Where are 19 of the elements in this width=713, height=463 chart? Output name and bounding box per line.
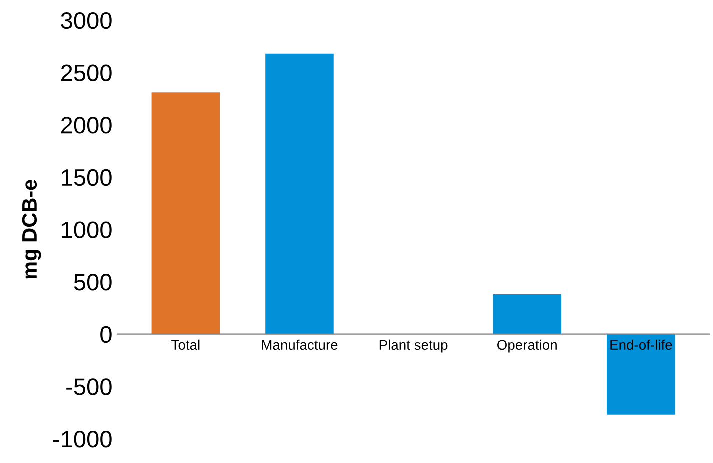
y-tick-label: 1500 xyxy=(62,169,112,186)
y-tick-label: 500 xyxy=(74,274,112,291)
x-tick-label: Manufacture xyxy=(262,340,338,350)
bar xyxy=(266,54,334,334)
y-axis-title: mg DCB-e xyxy=(22,180,42,279)
x-tick-label: Total xyxy=(172,340,200,350)
y-tick-label: 1000 xyxy=(62,222,112,238)
x-tick-label: Plant setup xyxy=(380,340,448,353)
y-tick-label: 0 xyxy=(100,326,112,344)
bar xyxy=(152,92,220,334)
x-tick-label: Operation xyxy=(498,340,557,353)
bar xyxy=(493,294,562,334)
y-tick-label: -1000 xyxy=(53,430,112,448)
x-tick-label: End-of-life xyxy=(610,340,672,350)
y-tick-label: 3000 xyxy=(61,12,112,30)
bar xyxy=(607,334,676,415)
y-tick-label: -500 xyxy=(66,378,112,396)
y-tick-label: 2000 xyxy=(61,117,112,134)
y-tick-label: 2500 xyxy=(61,64,112,82)
